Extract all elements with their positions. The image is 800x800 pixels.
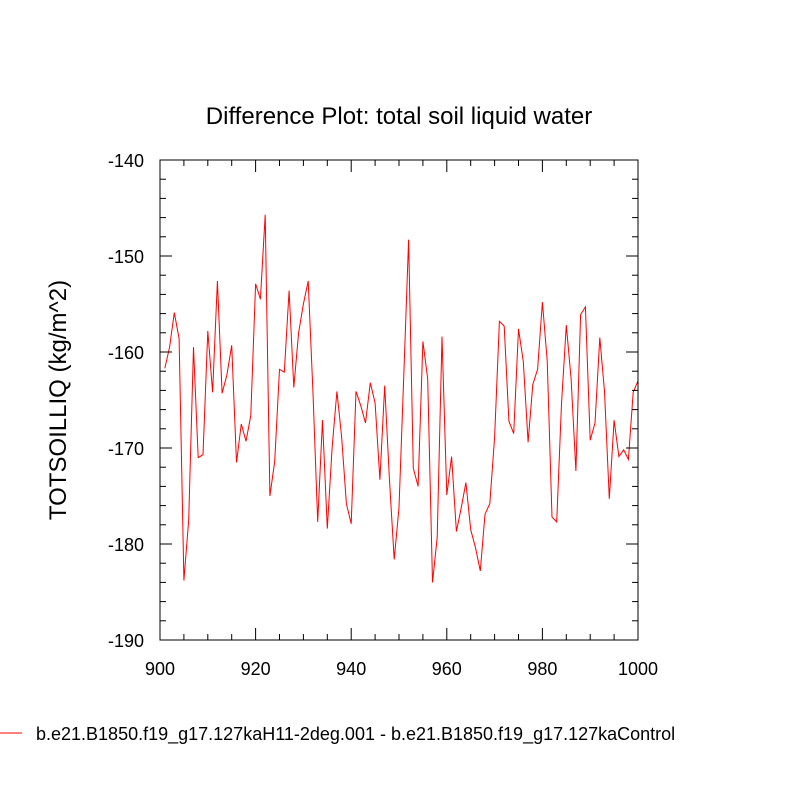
legend-label: b.e21.B1850.f19_g17.127kaH11-2deg.001 - … xyxy=(36,724,675,745)
y-tick-label: -180 xyxy=(108,535,144,555)
x-tick-label: 900 xyxy=(145,659,175,679)
series-line-0 xyxy=(164,214,639,583)
x-tick-label: 1000 xyxy=(618,659,658,679)
x-tick-label: 980 xyxy=(527,659,557,679)
y-axis-label: TOTSOILLIQ (kg/m^2) xyxy=(45,280,72,520)
plot-frame xyxy=(159,159,639,641)
x-tick-label: 920 xyxy=(241,659,271,679)
y-tick-label: -190 xyxy=(108,631,144,651)
y-tick-label: -150 xyxy=(108,247,144,267)
x-tick-label: 960 xyxy=(432,659,462,679)
legend: b.e21.B1850.f19_g17.127kaH11-2deg.001 - … xyxy=(0,724,675,745)
y-tick-label: -160 xyxy=(108,343,144,363)
chart-title: Difference Plot: total soil liquid water xyxy=(206,103,592,130)
y-tick-label: -140 xyxy=(108,151,144,171)
y-tick-label: -170 xyxy=(108,439,144,459)
x-tick-label: 940 xyxy=(336,659,366,679)
